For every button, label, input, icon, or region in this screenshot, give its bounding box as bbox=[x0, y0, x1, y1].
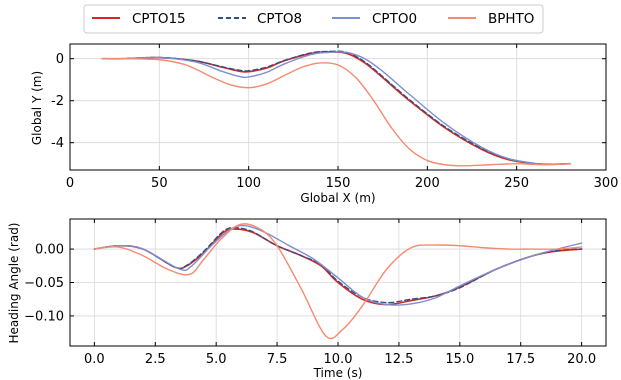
series-line-bphto bbox=[101, 57, 571, 167]
x-tick-label: 12.5 bbox=[384, 352, 413, 367]
legend-frame bbox=[83, 4, 544, 34]
legend-label-bphto: BPHTO bbox=[488, 11, 534, 27]
y-tick-label: −0.05 bbox=[24, 276, 64, 291]
series-line-cpto0 bbox=[93, 224, 583, 306]
legend-item-cpto15: CPTO15 bbox=[92, 11, 186, 27]
x-tick-label: 10.0 bbox=[324, 352, 353, 367]
series-line-cpto0 bbox=[101, 51, 571, 165]
x-tick-label: 7.5 bbox=[267, 352, 288, 367]
x-tick-label: 0 bbox=[66, 176, 74, 191]
series-line-bphto bbox=[93, 223, 583, 340]
legend-label-cpto15: CPTO15 bbox=[132, 11, 186, 27]
x-tick-label: 250 bbox=[504, 176, 529, 191]
x-tick-label: 2.5 bbox=[145, 352, 166, 367]
y-axis-label: Heading Angle (rad) bbox=[7, 223, 21, 344]
x-tick-label: 15.0 bbox=[445, 352, 474, 367]
x-tick-label: 200 bbox=[415, 176, 440, 191]
y-tick-label: 0.00 bbox=[35, 243, 64, 258]
legend-item-cpto8: CPTO8 bbox=[218, 11, 302, 27]
x-tick-label: 17.5 bbox=[506, 352, 535, 367]
y-tick-label: -4 bbox=[51, 136, 64, 151]
heading-angle-chart: Time (s) Heading Angle (rad) 0.0 2.5 5.0 7.… bbox=[7, 218, 607, 380]
x-tick-label: 20.0 bbox=[567, 352, 596, 367]
x-tick-label: 300 bbox=[594, 176, 619, 191]
y-tick-label: −0.10 bbox=[24, 309, 64, 324]
x-tick-label: 50 bbox=[151, 176, 168, 191]
x-tick-label: 150 bbox=[326, 176, 351, 191]
legend-label-cpto8: CPTO8 bbox=[257, 11, 302, 27]
legend-item-cpto0: CPTO0 bbox=[332, 11, 417, 27]
x-tick-label: 0.0 bbox=[84, 352, 105, 367]
legend: CPTO15 CPTO8 CPTO0 BPHTO bbox=[83, 4, 544, 34]
legend-label-cpto0: CPTO0 bbox=[372, 11, 417, 27]
series-line-cpto15 bbox=[101, 51, 572, 166]
x-axis-label: Global X (m) bbox=[300, 191, 375, 205]
y-tick-label: -2 bbox=[51, 94, 64, 109]
y-tick-label: 0 bbox=[56, 52, 64, 67]
x-tick-label: 100 bbox=[236, 176, 261, 191]
x-tick-label: 5.0 bbox=[206, 352, 227, 367]
series-line-cpto8 bbox=[93, 226, 583, 304]
series-line-cpto8 bbox=[101, 50, 571, 165]
y-axis-label: Global Y (m) bbox=[30, 71, 44, 145]
trajectory-chart: Global X (m) Global Y (m) 0 50 100 150 200 25… bbox=[30, 43, 619, 205]
legend-item-bphto: BPHTO bbox=[448, 11, 534, 27]
x-axis-label: Time (s) bbox=[313, 366, 363, 380]
